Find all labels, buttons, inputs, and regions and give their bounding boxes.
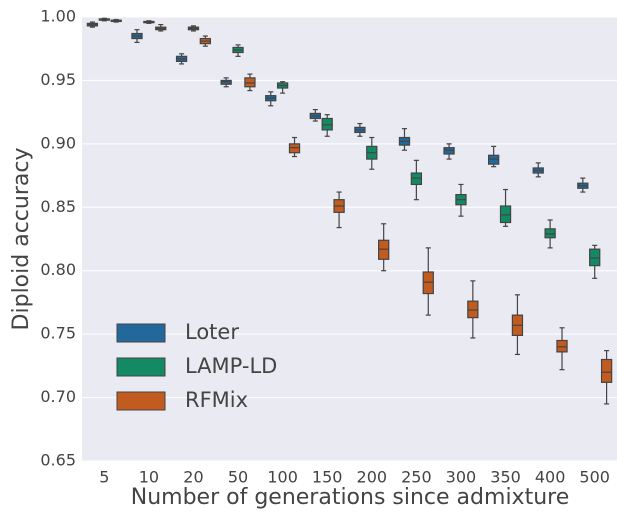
box <box>488 154 500 165</box>
box <box>422 271 434 295</box>
x-tick-label: 200 <box>357 468 388 487</box>
y-tick-label: 0.85 <box>40 197 76 216</box>
y-tick-label: 0.90 <box>40 133 76 152</box>
x-tick-label: 100 <box>267 468 298 487</box>
box <box>499 205 512 224</box>
y-tick-label: 0.75 <box>40 324 76 343</box>
box <box>589 248 601 267</box>
legend-label: Loter <box>185 320 239 344</box>
box <box>544 228 556 239</box>
legend-swatch <box>116 323 166 343</box>
x-tick-label: 300 <box>446 468 477 487</box>
x-tick-label: 500 <box>579 468 610 487</box>
box <box>600 358 613 383</box>
box <box>410 172 423 186</box>
legend-swatch <box>116 391 166 411</box>
y-axis-label: Diploid accuracy <box>9 148 34 331</box>
x-tick-label: 400 <box>535 468 566 487</box>
box <box>288 143 301 154</box>
x-tick-label: 150 <box>312 468 343 487</box>
y-tick-label: 1.00 <box>40 7 76 26</box>
box <box>556 339 568 353</box>
x-tick-label: 350 <box>490 468 521 487</box>
y-tick-label: 0.70 <box>40 387 76 406</box>
x-tick-label: 5 <box>99 468 109 487</box>
box <box>321 117 333 131</box>
box <box>443 147 455 155</box>
y-tick-label: 0.95 <box>40 70 76 89</box>
x-tick-label: 10 <box>139 468 159 487</box>
x-axis-label: Number of generations since admixture <box>131 485 570 510</box>
legend-label: LAMP-LD <box>185 354 277 378</box>
legend-label: RFMix <box>185 388 248 412</box>
legend-swatch <box>116 357 166 377</box>
plot-background <box>82 17 617 461</box>
x-tick-label: 50 <box>228 468 248 487</box>
x-tick-label: 20 <box>183 468 203 487</box>
x-tick-label: 250 <box>401 468 432 487</box>
box <box>220 79 232 85</box>
box <box>244 77 256 88</box>
y-tick-label: 0.65 <box>40 451 76 470</box>
box <box>467 300 479 319</box>
y-tick-label: 0.80 <box>40 260 76 279</box>
box <box>378 239 390 260</box>
